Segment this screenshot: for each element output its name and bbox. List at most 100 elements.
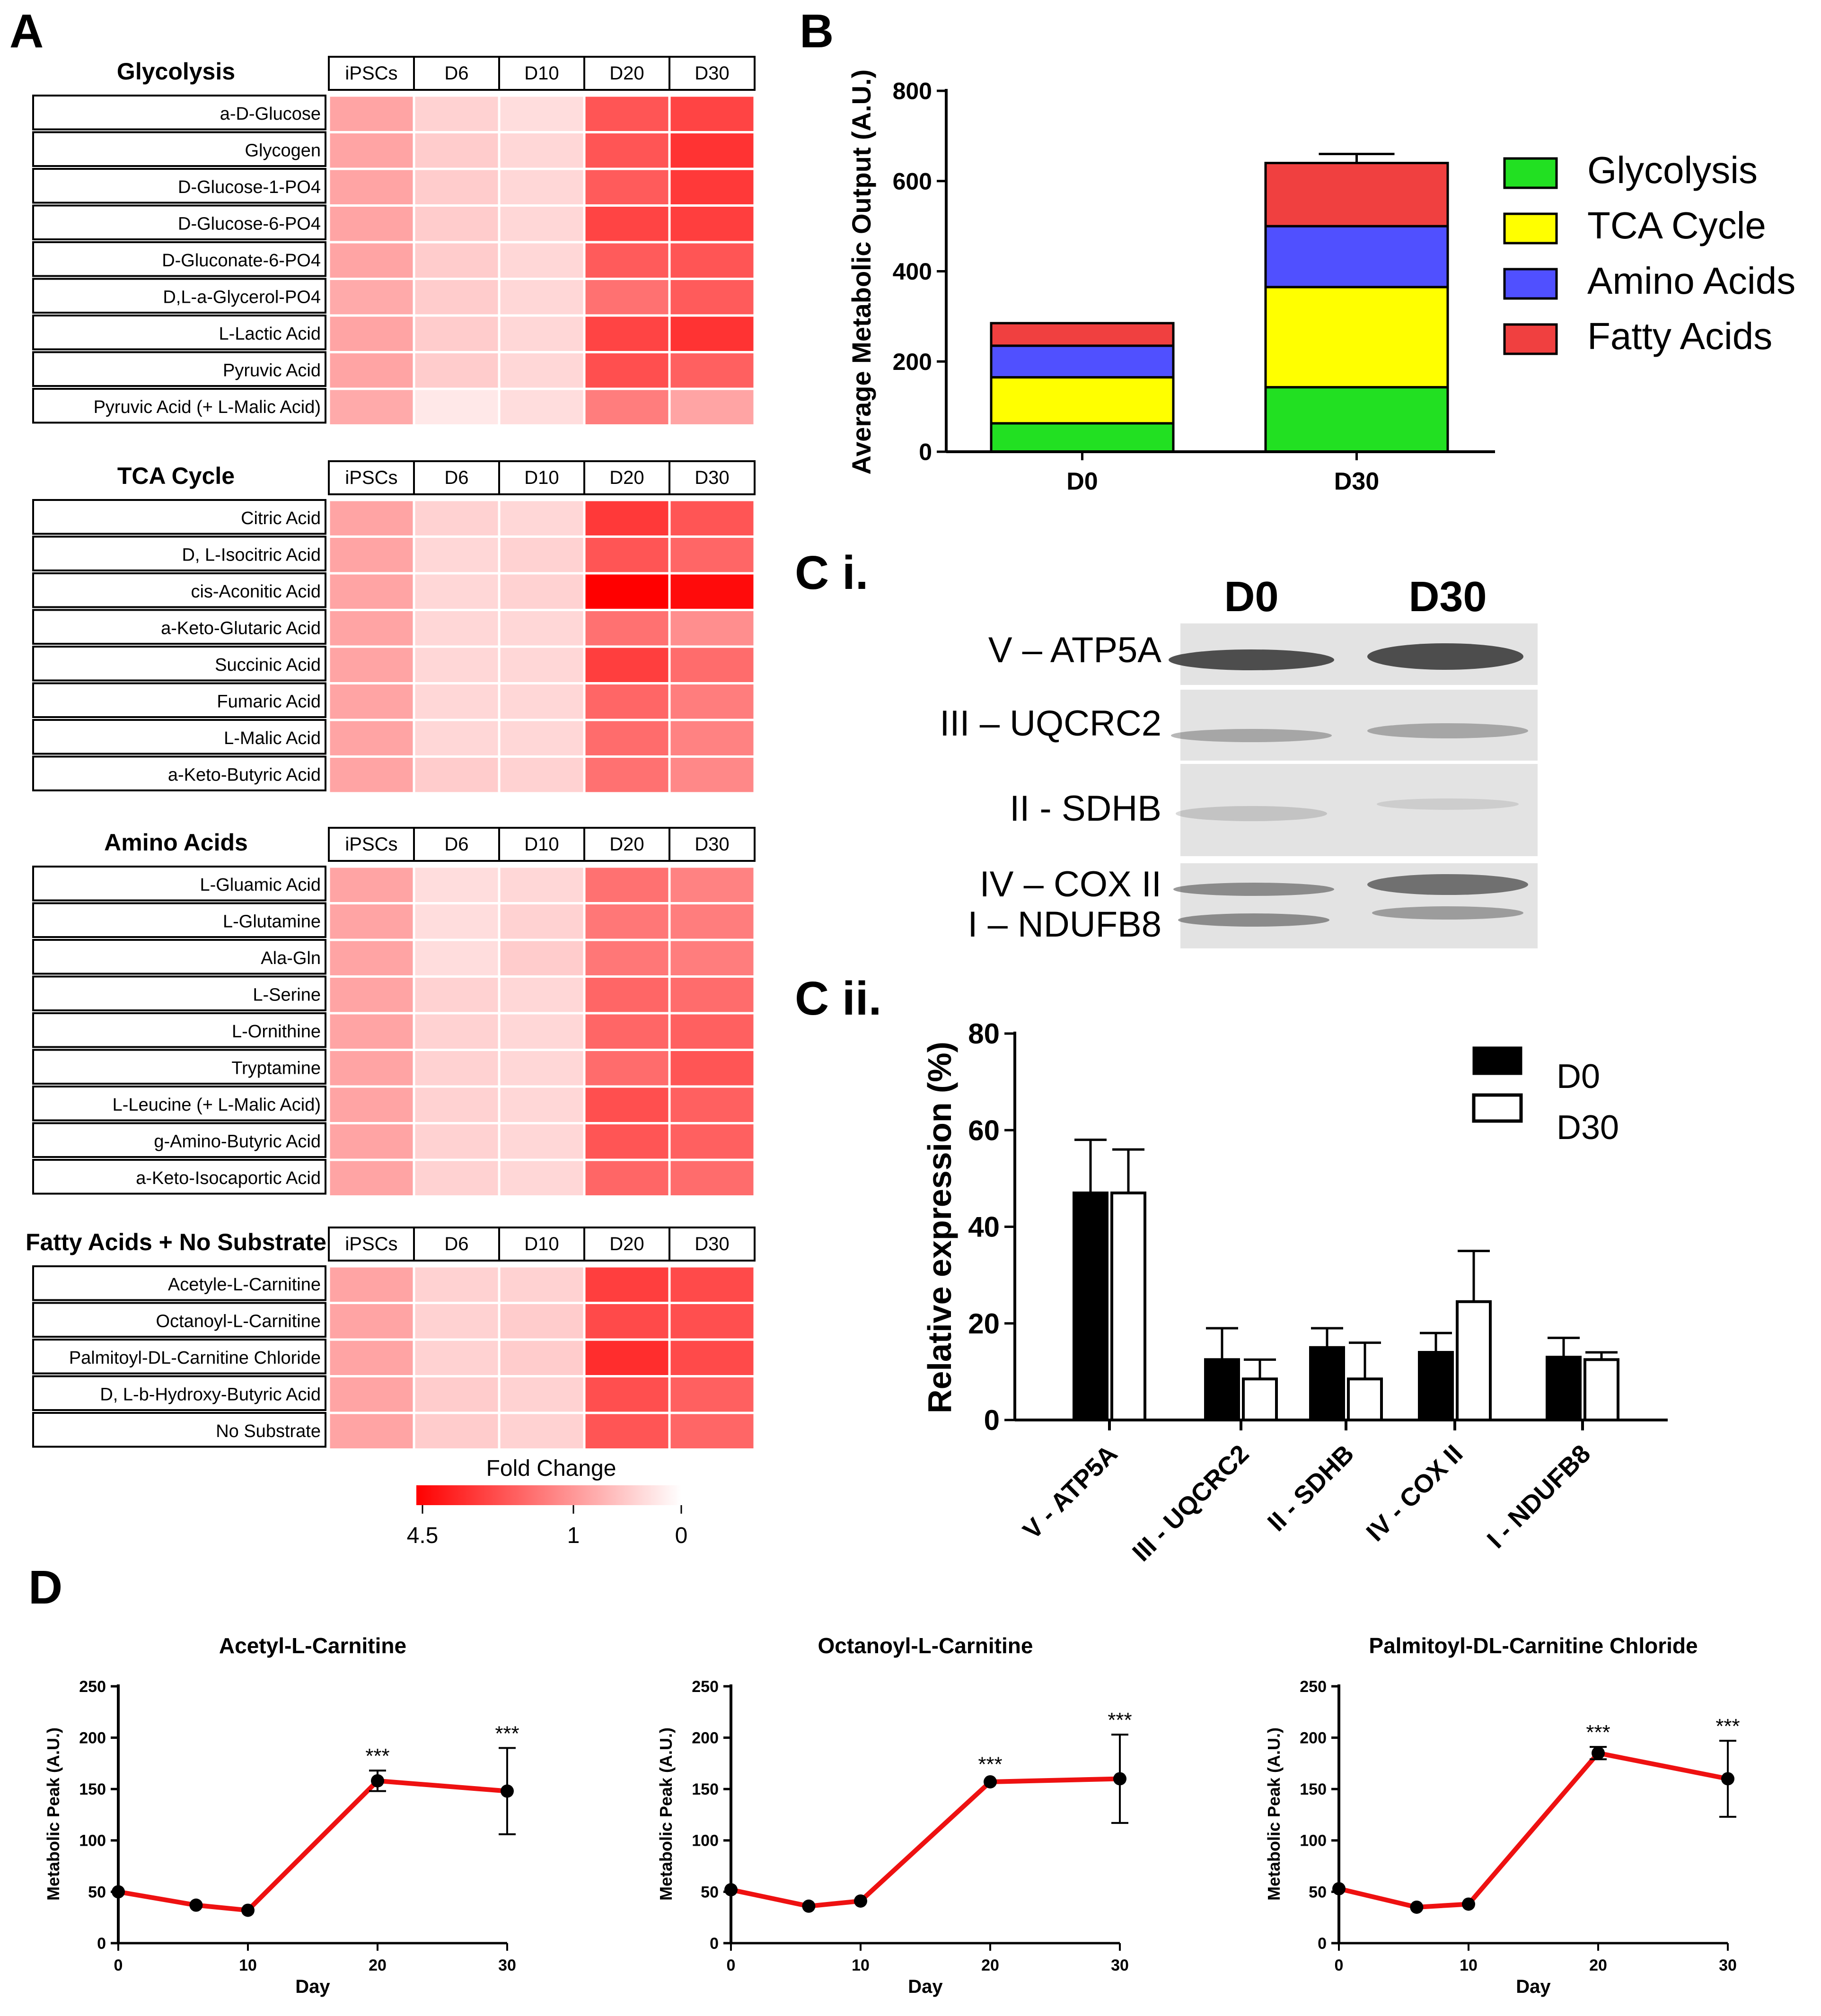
- heatmap-cell: [498, 94, 586, 133]
- heatmap-legend-tick-label: 0: [675, 1523, 688, 1548]
- heatmap-cell: [327, 314, 415, 353]
- heatmap-column-header-box: [583, 827, 670, 862]
- data-line: [730, 1776, 1120, 1909]
- heatmap-cell: [583, 131, 671, 170]
- heatmap-cell: [668, 938, 756, 978]
- significance-annotation: ***: [495, 1722, 519, 1745]
- blot-band: [1377, 798, 1519, 810]
- heatmap-row-label: Glycogen: [245, 140, 321, 160]
- x-tick-label: II - SDHB: [1262, 1439, 1360, 1537]
- x-tick-label: 30: [1111, 1956, 1129, 1974]
- heatmap-cell: [498, 572, 586, 611]
- heatmap-cell: [498, 1049, 586, 1088]
- heatmap-row-label-box: [32, 168, 326, 204]
- heatmap-cell: [413, 167, 501, 207]
- heatmap-cell: [583, 1302, 671, 1341]
- blot-band-label: I – NDUFB8: [968, 904, 1161, 945]
- bar-d30: [1583, 1358, 1619, 1421]
- heatmap-cell: [583, 387, 671, 427]
- data-point: [1462, 1897, 1475, 1911]
- heatmap-cell: [498, 241, 586, 280]
- heatmap-row-label: g-Amino-Butyric Acid: [154, 1131, 321, 1151]
- blot-band: [1367, 723, 1528, 738]
- heatmap-cell: [583, 1158, 671, 1198]
- blot-band-label: III – UQCRC2: [940, 703, 1161, 744]
- heatmap-cell: [668, 1265, 756, 1304]
- heatmap-cell: [327, 572, 415, 611]
- heatmap-row-label-box: [32, 278, 326, 314]
- blot-band: [1367, 643, 1523, 670]
- heatmap-row-label-box: [32, 204, 326, 240]
- x-tick-label: 10: [1460, 1956, 1478, 1974]
- x-tick-label: V - ATP5A: [1018, 1439, 1123, 1545]
- heatmap-cell: [327, 865, 415, 904]
- heatmap-cell: [668, 535, 756, 575]
- y-axis-label: Relative expression (%): [921, 1042, 958, 1413]
- blot-band: [1176, 806, 1327, 821]
- y-tick-label: 100: [1300, 1832, 1327, 1850]
- bar-segment-fatty-acids: [1264, 162, 1449, 228]
- heatmap-cell: [668, 94, 756, 133]
- heatmap-cell: [413, 1012, 501, 1051]
- heatmap-cell: [327, 1085, 415, 1124]
- blot-band: [1171, 729, 1332, 742]
- heatmap-cell: [498, 1085, 586, 1124]
- heatmap-cell: [498, 1265, 586, 1304]
- heatmap-cell: [327, 682, 415, 721]
- heatmap-cell: [413, 1122, 501, 1161]
- heatmap-row-label: No Substrate: [216, 1421, 321, 1441]
- grouped-bar-chart: V - ATP5A III - UQCRC2 II - SDHB IV - COX I…: [921, 1018, 1668, 1567]
- y-tick-label: 0: [984, 1404, 1000, 1436]
- heatmap-cell: [668, 131, 756, 170]
- heatmap-cell: [327, 1411, 415, 1451]
- heatmap-cell: [498, 131, 586, 170]
- y-tick-label: 0: [97, 1935, 106, 1953]
- heatmap-column-header-box: [669, 56, 756, 91]
- heatmap-cell: [413, 719, 501, 758]
- heatmap-cell: [498, 499, 586, 538]
- y-tick-label: 50: [1309, 1883, 1327, 1901]
- heatmap-legend: Fold Change 4.5 1 0: [407, 1456, 688, 1548]
- x-tick-label: D30: [1334, 468, 1379, 495]
- heatmap-legend-tick-label: 4.5: [407, 1523, 439, 1548]
- y-tick-label: 0: [919, 439, 932, 465]
- heatmap-cell: [583, 314, 671, 353]
- y-tick-label: 80: [968, 1018, 1000, 1050]
- heatmap-cell: [327, 609, 415, 648]
- heatmap-column-header-box: [669, 1227, 756, 1262]
- heatmap-row-label-box: [32, 609, 326, 645]
- heatmap-cell: [413, 1411, 501, 1451]
- heatmap-row-label-box: [32, 1122, 326, 1158]
- heatmap-row-label-box: [32, 95, 326, 131]
- blot-band: [1372, 906, 1523, 920]
- heatmap-row-label-box: [32, 535, 326, 571]
- heatmap-group-glycolysis: Glycolysis iPSCs D6 D10 D20 D30 a-D-Glucose Gly…: [32, 56, 756, 427]
- y-tick-label: 50: [88, 1883, 106, 1901]
- heatmap-cell: [583, 1049, 671, 1088]
- heatmap-cell: [583, 499, 671, 538]
- y-tick-label: 800: [893, 78, 932, 105]
- bar-d0: [1418, 1351, 1454, 1421]
- heatmap-cell: [668, 1049, 756, 1088]
- significance-annotation: ***: [1586, 1721, 1610, 1744]
- heatmap-cell: [668, 1085, 756, 1124]
- y-tick-label: 250: [79, 1678, 106, 1696]
- heatmap-row-label: L-Gluamic Acid: [200, 875, 321, 895]
- heatmap-cell: [668, 499, 756, 538]
- heatmap-column-header: D6: [444, 1234, 468, 1254]
- heatmap-row-label-box: [32, 499, 326, 535]
- heatmap-row-label: Pyruvic Acid: [223, 360, 321, 380]
- heatmap-cell: [327, 975, 415, 1015]
- heatmap-cell: [498, 314, 586, 353]
- heatmap-row-label-box: [32, 1265, 326, 1301]
- bar-d30: [1456, 1300, 1492, 1421]
- heatmap-column-header-box: [669, 460, 756, 495]
- heatmap-row-label: D-Glucose-6-PO4: [178, 214, 321, 234]
- heatmap-cell: [413, 755, 501, 795]
- data-point: [501, 1784, 514, 1798]
- chart-title: Octanoyl-L-Carnitine: [818, 1633, 1033, 1658]
- line-chart-palmitoyl-dl-carnitine-chloride: Palmitoyl-DL-Carnitine Chloride 0 10 20 30 0 5…: [1264, 1633, 1740, 1997]
- heatmap-column-header: D10: [524, 1234, 559, 1254]
- heatmap-cell: [327, 535, 415, 575]
